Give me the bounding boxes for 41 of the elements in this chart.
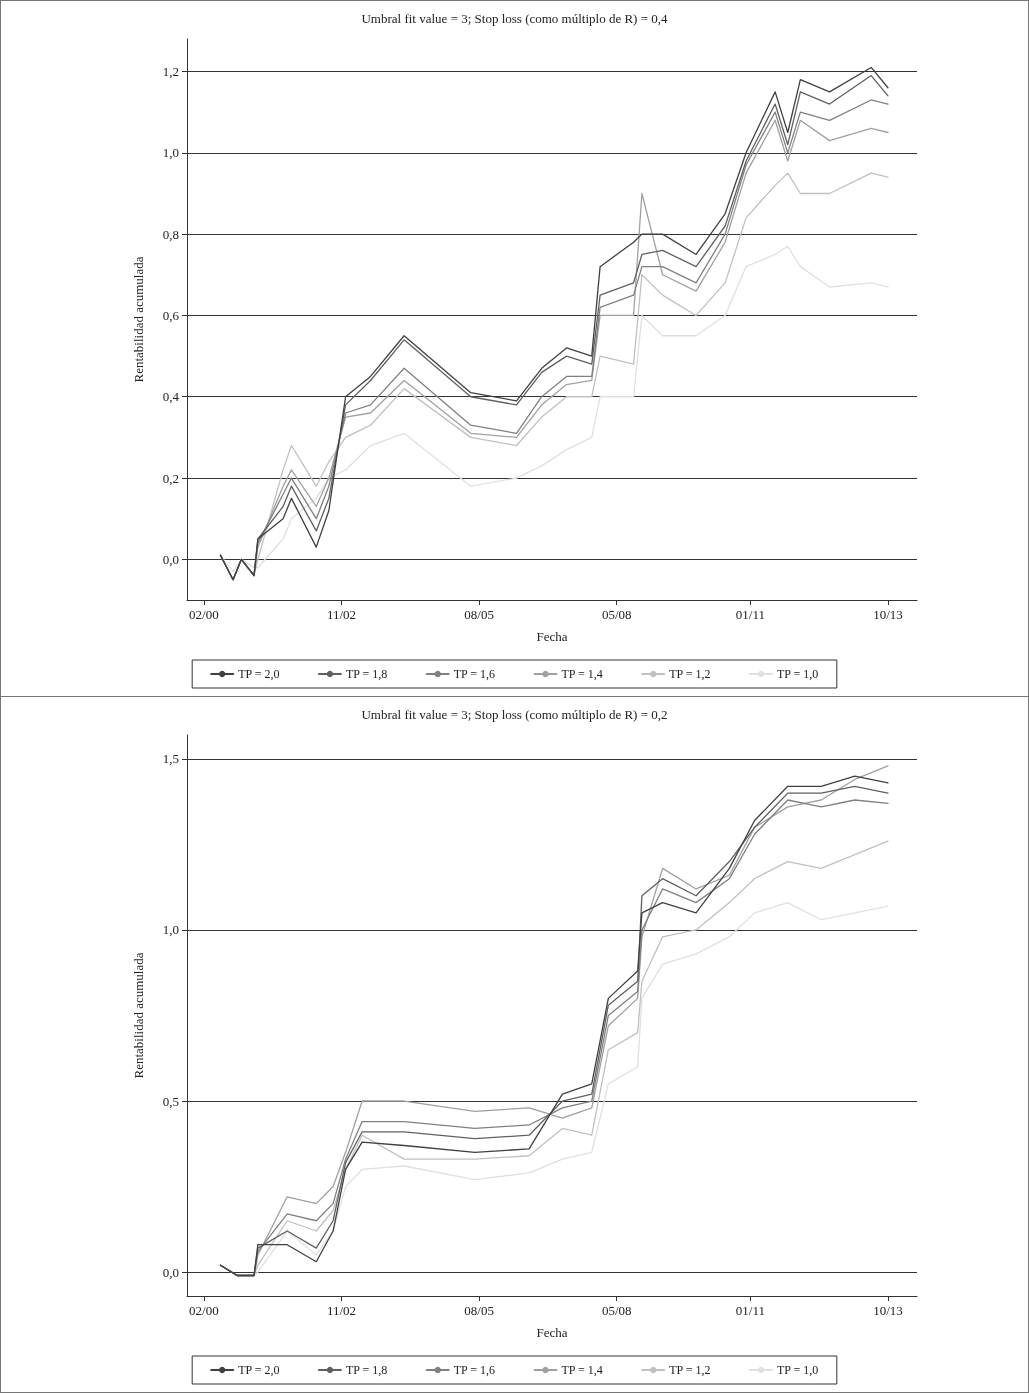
legend-label: TP = 1,0 bbox=[777, 667, 819, 681]
y-tick-label: 0,6 bbox=[162, 307, 180, 323]
x-tick-label: 01/11 bbox=[735, 607, 765, 622]
y-tick-label: 0,0 bbox=[162, 1264, 179, 1280]
legend-label: TP = 2,0 bbox=[238, 667, 280, 681]
y-tick-label: 0,8 bbox=[162, 226, 179, 242]
x-tick-label: 11/02 bbox=[326, 1303, 357, 1318]
legend-label: TP = 1,2 bbox=[669, 667, 711, 681]
x-tick-label: 02/00 bbox=[189, 607, 219, 622]
y-tick-label: 1,0 bbox=[162, 145, 179, 161]
x-tick-label: 05/08 bbox=[601, 607, 632, 622]
y-tick-label: 0,2 bbox=[162, 470, 179, 486]
chart-title: Umbral fit value = 3; Stop loss (como múltiplo de R) = 0,4 bbox=[361, 11, 669, 26]
x-tick-label: 11/02 bbox=[326, 607, 357, 622]
y-tick-label: 0,4 bbox=[162, 389, 180, 405]
y-tick-label: 1,5 bbox=[162, 751, 179, 767]
x-tick-label: 08/05 bbox=[464, 607, 494, 622]
legend-label: TP = 1,4 bbox=[561, 1363, 603, 1377]
legend-label: TP = 1,0 bbox=[777, 1363, 819, 1377]
x-tick-label: 10/13 bbox=[873, 1303, 903, 1318]
x-tick-label: 08/05 bbox=[464, 1303, 494, 1318]
legend-label: TP = 2,0 bbox=[238, 1363, 280, 1377]
x-tick-label: 02/00 bbox=[189, 1303, 219, 1318]
x-tick-label: 10/13 bbox=[873, 607, 903, 622]
x-axis-title: Fecha bbox=[536, 629, 568, 644]
x-axis-title: Fecha bbox=[536, 1325, 568, 1340]
y-tick-label: 0,0 bbox=[162, 551, 179, 567]
legend-label: TP = 1,4 bbox=[561, 667, 603, 681]
chart-title: Umbral fit value = 3; Stop loss (como múltiplo de R) = 0,2 bbox=[361, 707, 668, 722]
y-axis-title: Rentabilidad acumulada bbox=[131, 256, 146, 383]
legend-label: TP = 1,2 bbox=[669, 1363, 711, 1377]
y-tick-label: 1,2 bbox=[162, 64, 179, 80]
y-axis-title: Rentabilidad acumulada bbox=[131, 952, 146, 1079]
legend-label: TP = 1,6 bbox=[453, 1363, 496, 1377]
legend-label: TP = 1,8 bbox=[345, 667, 388, 681]
y-tick-label: 0,5 bbox=[162, 1093, 179, 1109]
legend-label: TP = 1,8 bbox=[345, 1363, 388, 1377]
legend-label: TP = 1,6 bbox=[453, 667, 496, 681]
y-tick-label: 1,0 bbox=[162, 922, 179, 938]
x-tick-label: 01/11 bbox=[735, 1303, 765, 1318]
x-tick-label: 05/08 bbox=[601, 1303, 632, 1318]
